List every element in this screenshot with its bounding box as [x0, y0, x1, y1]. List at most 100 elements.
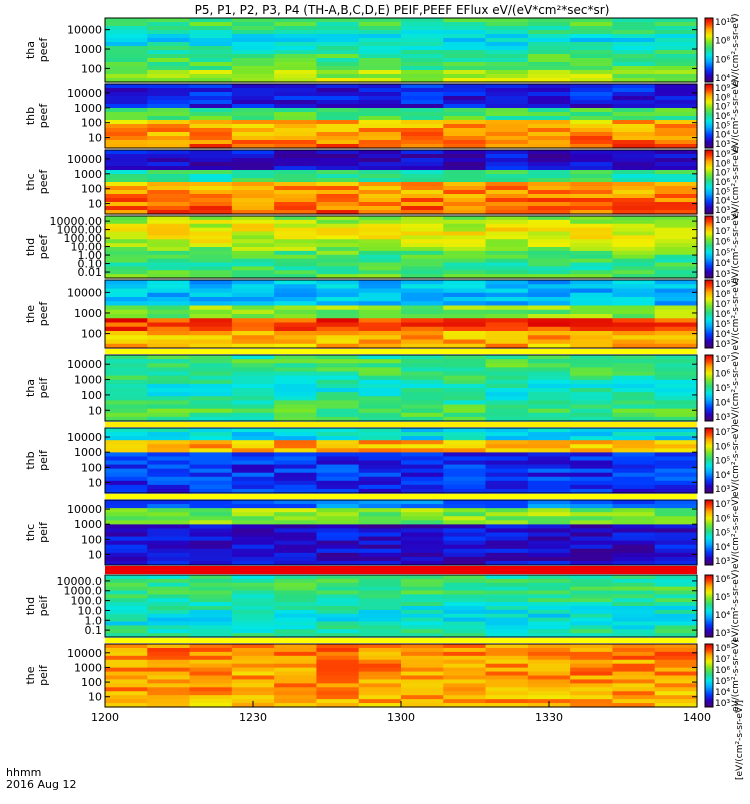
- spectrogram-cell: [316, 540, 360, 546]
- spectrogram-cell: [485, 343, 529, 349]
- spectrogram-cell: [147, 166, 191, 171]
- spectrogram-cell: [358, 363, 402, 368]
- spectrogram-cell: [105, 305, 148, 311]
- spectrogram-cell: [358, 62, 402, 67]
- spectrogram-cell: [443, 540, 487, 546]
- spectrogram-cell: [612, 633, 656, 638]
- panel-label-line1: tha: [24, 379, 37, 397]
- spectrogram-cell: [570, 440, 614, 445]
- spectrogram-cell: [147, 359, 191, 364]
- spectrogram-cell: [358, 528, 402, 534]
- spectrogram-cell: [443, 243, 487, 248]
- spectrogram-cell: [527, 26, 571, 31]
- spectrogram-cell: [654, 170, 698, 175]
- spectrogram-cell: [231, 70, 275, 75]
- spectrogram-cell: [527, 644, 571, 649]
- spectrogram-cell: [612, 586, 656, 592]
- spectrogram-cell: [105, 602, 148, 607]
- spectrogram-cell: [105, 112, 148, 117]
- spectrogram-cell: [612, 182, 656, 187]
- spectrogram-cell: [570, 590, 614, 595]
- spectrogram-cell: [274, 288, 318, 294]
- spectrogram-cell: [443, 468, 487, 474]
- spectrogram-cell: [443, 524, 487, 530]
- y-tick-label: 100: [81, 676, 102, 689]
- spectrogram-cell: [147, 84, 191, 89]
- spectrogram-cell: [105, 288, 148, 294]
- spectrogram-cell: [612, 644, 656, 649]
- spectrogram-cell: [527, 578, 571, 584]
- spectrogram-cell: [316, 154, 360, 159]
- spectrogram-cells: [105, 18, 698, 83]
- spectrogram-cell: [189, 190, 233, 195]
- spectrogram-cell: [570, 520, 614, 525]
- spectrogram-cell: [443, 74, 487, 79]
- y-tick-label: 10000.0: [57, 575, 103, 588]
- spectrogram-cell: [147, 262, 191, 267]
- spectrogram-cell: [358, 186, 402, 191]
- spectrogram-cell: [612, 74, 656, 79]
- y-tick-label: 1000: [74, 43, 102, 56]
- spectrogram-cell: [147, 544, 191, 550]
- spectrogram-cell: [443, 606, 487, 611]
- spectrogram-cell: [485, 30, 529, 35]
- spectrogram-cell: [401, 120, 444, 125]
- spectrogram-cell: [231, 305, 275, 311]
- spectrogram-cell: [231, 655, 275, 661]
- spectrogram-cell: [612, 396, 656, 401]
- colorbar-label: eV/(cm²-s-sr-eV): [731, 424, 741, 497]
- spectrogram-cell: [527, 524, 571, 530]
- spectrogram-cell: [443, 262, 487, 267]
- spectrogram-cell: [358, 613, 402, 619]
- spectrogram-cell: [231, 314, 275, 319]
- spectrogram-cell: [443, 512, 487, 517]
- spectrogram-cell: [274, 280, 318, 285]
- spectrogram-cell: [612, 444, 656, 449]
- spectrogram-cell: [189, 416, 233, 422]
- spectrogram-cell: [570, 575, 614, 580]
- spectrogram-cell: [105, 243, 148, 248]
- spectrogram-cell: [231, 606, 275, 611]
- spectrogram-cell: [274, 210, 318, 215]
- spectrogram-cell: [654, 392, 698, 397]
- spectrogram-cell: [358, 46, 402, 51]
- spectrogram-cell: [231, 158, 275, 163]
- spectrogram-cell: [570, 78, 614, 83]
- spectrogram-cell: [316, 170, 360, 175]
- spectrogram-cell: [570, 675, 614, 681]
- spectrogram-cell: [612, 34, 656, 39]
- spectrogram-cell: [401, 219, 444, 225]
- spectrogram-cell: [274, 174, 318, 179]
- spectrogram-cell: [189, 516, 233, 521]
- spectrogram-cell: [654, 468, 698, 474]
- spectrogram-cell: [654, 297, 698, 302]
- spectrogram-cell: [231, 194, 275, 199]
- spectrogram-cell: [316, 335, 360, 341]
- spectrogram-cell: [274, 136, 318, 141]
- spectrogram-cell: [274, 239, 318, 244]
- spectrogram-cell: [231, 400, 275, 406]
- spectrogram-cell: [527, 314, 571, 319]
- spectrogram-cell: [570, 472, 614, 478]
- spectrogram-cell: [570, 223, 614, 229]
- spectrogram-cell: [527, 70, 571, 75]
- spectrogram-cell: [316, 186, 360, 191]
- spectrogram-cell: [358, 667, 402, 673]
- spectrogram-cell: [570, 174, 614, 179]
- spectrogram-cell: [570, 309, 614, 315]
- colorbar-tick-label: 10⁷: [715, 103, 730, 113]
- spectrogram-cell: [527, 231, 571, 236]
- spectrogram-cell: [485, 575, 529, 580]
- spectrogram-cell: [570, 266, 614, 271]
- spectrogram-cell: [231, 326, 275, 332]
- spectrogram-cell: [401, 683, 444, 688]
- spectrogram-cell: [358, 582, 402, 588]
- spectrogram-cell: [274, 544, 318, 550]
- spectrogram-cell: [401, 468, 444, 474]
- spectrogram-cell: [654, 644, 698, 649]
- spectrogram-cell: [105, 132, 148, 137]
- spectrogram-cell: [274, 74, 318, 79]
- spectrogram-cell: [105, 116, 148, 121]
